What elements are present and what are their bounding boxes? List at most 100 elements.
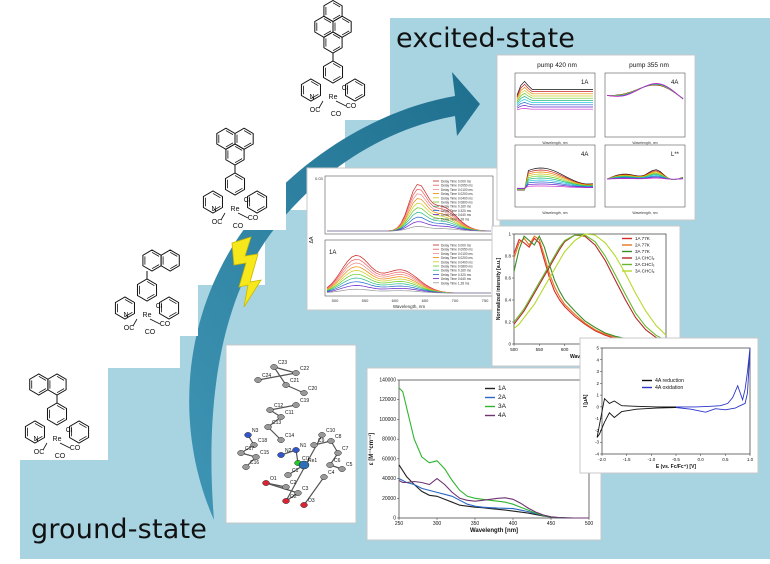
crystal-atom [334,450,342,456]
right-pyridine-ring [345,78,366,102]
x-tick-label: -0.5 [672,457,680,462]
nitrogen-label: N [123,312,128,319]
double-bond [310,93,319,99]
ta-trace [516,83,593,98]
double-bond [146,293,155,299]
double-bond [168,299,177,305]
kinetics-tick: 550 [362,298,369,303]
chloride-label: Cl [342,85,349,92]
y-tick-label: 20000 [382,496,396,502]
transient-absorption-panel: pump 420 nm pump 355 nm 1A Wavelength, nm 4A… [496,54,696,221]
y-tick-label: 0 [393,516,396,522]
ta-trace [517,167,594,191]
crystal-atom-label: O2 [290,494,297,500]
crystal-atom [277,414,285,420]
bond [318,100,324,109]
ta-trace [516,95,593,104]
crystal-atom-label: C17 [245,446,254,452]
crystal-bond [303,476,325,506]
ta-trace [516,102,593,107]
x-tick-label: 500 [585,521,594,527]
double-bond [256,193,265,199]
ta-title-left: pump 420 nm [537,62,577,69]
bond [42,442,48,451]
y-axis-label: I [μA] [583,394,589,407]
legend-entry: 2A 77K [635,243,651,248]
crystal-atom-label: Re1 [308,458,317,464]
absorption-chart: 250 300 350 400 450 500 0 20000 40000 60000 80000 1… [368,378,593,535]
kinetics-legend-entry: Delay Time 0.160 ms [441,205,471,209]
transient-absorption-chart: pump 420 nm pump 355 nm 1A Wavelength, nm 4A… [514,62,686,215]
y-tick-label: 0.8 [505,254,512,259]
central-pyridine-ring [46,402,68,426]
bond [149,318,161,325]
carbonyl-label: OC [34,449,45,456]
kinetics-legend-entry: Delay Time 0.160 ms [441,269,471,273]
y-tick-label: 140000 [379,378,396,384]
crystal-atom [244,432,252,438]
ta-panel-label: 1A [581,80,588,86]
crystal-atom [326,462,334,468]
central-pyridine-ring [322,60,344,84]
left-pyridine-ring [202,190,223,214]
rhenium-label: Re [143,312,152,319]
crystal-atom-label: C15 [260,450,269,456]
double-bond [310,81,319,87]
kinetics-legend-entry: Delay Time 1.28 ms [441,281,470,285]
crystal-atom [282,382,290,388]
crystal-atom-label: C19 [300,398,309,404]
bond [220,212,226,221]
cv-chart-panel: -2.0 -1.5 -1.0 -0.5 0.0 0.5 1.0 -4 -3 -2 -1 0 1 2 3 4 5 E… [579,337,759,474]
kinetics-legend-entry: Delay Time 0.000 ms [441,180,471,184]
series-line [596,397,677,438]
nitrogen-label: N [309,94,314,101]
crystal-atom [282,484,290,490]
carbonyl-label: OC [212,219,223,226]
bond [237,212,249,219]
y-axis-label: ε [M⁻¹cm⁻¹] [368,433,375,466]
kinetics-tick: 700 [452,298,459,303]
x-tick-label: 300 [433,521,442,527]
y-tick-label: 40000 [382,476,396,482]
double-bond [151,264,160,270]
crystal-atom-label: C24 [262,373,271,379]
ta-xlabel: Wavelength, nm [632,211,657,215]
kinetics-legend-entry: Delay Time 0.0200 ms [441,256,473,260]
double-bond [124,311,133,317]
double-bond [34,435,43,441]
crystal-atom [254,377,262,383]
right-pyridine-ring [69,420,90,444]
kinetics-legend-entry: Delay Time 0.320 ms [441,273,471,277]
crystal-atom [284,472,292,478]
legend-entry: 3A 77K [635,249,651,254]
crystal-atom-label: N3 [252,428,259,434]
double-bond [38,388,47,394]
pyrene-ring-d [323,0,343,23]
kinetics-legend-entry: Delay Time 0.320 ms [441,209,471,213]
double-bond [323,18,332,24]
kinetics-legend-entry: Delay Time 0.0400 ms [441,260,473,264]
carbonyl-label: CO [346,103,357,110]
double-bond [212,205,221,211]
ta-xlabel: Wavelength, nm [632,141,657,145]
bond [132,318,138,327]
crystal-atom-label: C20 [308,386,317,392]
y-tick-label: -4 [595,452,599,457]
y-tick-label: 1 [596,393,599,398]
double-bond [341,30,350,36]
double-bond [354,93,363,99]
rhenium-label: Re [53,436,62,443]
crystal-atom [252,454,260,460]
crystal-atom-label: C9 [318,438,325,444]
crystal-atom-label: C4 [328,470,335,476]
right-pyridine-ring [247,190,268,214]
series-line [513,234,667,343]
carbonyl-label: OC [124,325,135,332]
x-tick-label: 0.5 [722,457,729,462]
double-bond [332,75,341,81]
x-tick-label: 1.0 [747,457,754,462]
double-bond [243,142,252,148]
